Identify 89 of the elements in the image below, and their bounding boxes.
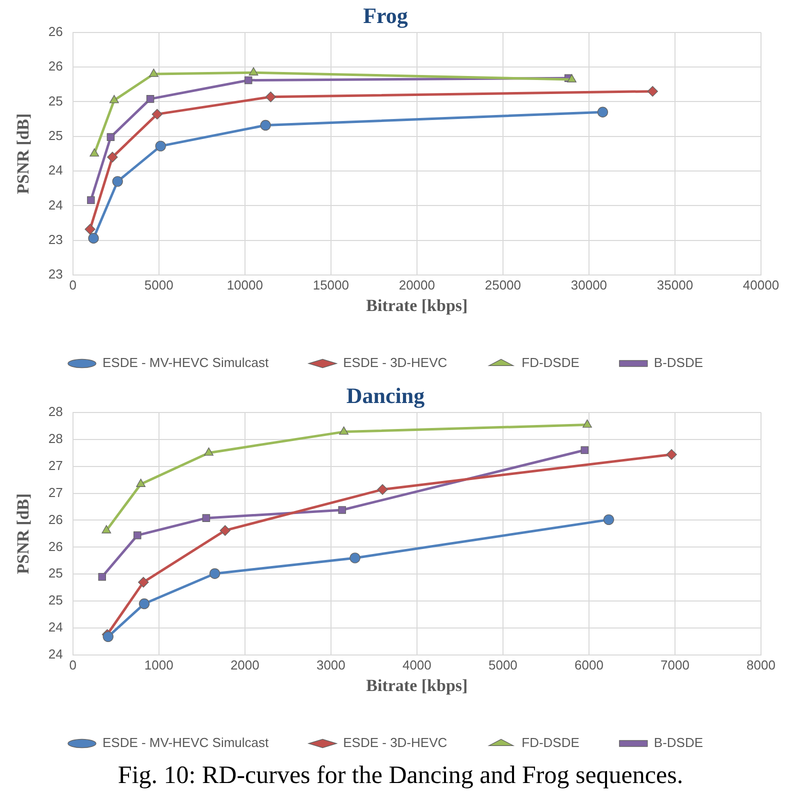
point (84, 224, 96, 235)
y-axis-title: PSNR [dB] (14, 113, 33, 194)
x-tick-label: 5000 (488, 657, 518, 672)
x-tick-label: 20000 (398, 277, 436, 292)
point (377, 484, 388, 495)
point (647, 86, 658, 97)
y-axis-title: PSNR [dB] (14, 493, 33, 574)
x-tick-label: 7000 (660, 657, 690, 672)
point (152, 108, 163, 120)
y-tick-label: 26 (48, 24, 63, 39)
point (666, 449, 677, 460)
chart-title: Frog (363, 2, 408, 28)
legend-label: ESDE - MV-HEVC Simulcast (102, 355, 270, 370)
point (98, 572, 106, 581)
x-tick-label: 6000 (574, 657, 604, 672)
x-axis-title: Bitrate [kbps] (366, 296, 468, 316)
point (338, 506, 346, 514)
y-tick-label: 25 (48, 566, 63, 581)
point (102, 631, 114, 642)
point (149, 68, 158, 77)
x-tick-label: 15000 (312, 277, 349, 292)
y-tick-label: 26 (48, 512, 63, 527)
legend-label: FD-DSDE (522, 735, 580, 750)
x-tick-label: 25000 (484, 277, 522, 292)
x-tick-label: 35000 (656, 277, 694, 292)
point (260, 120, 271, 131)
point (102, 525, 112, 534)
legend-label: B-DSDE (654, 355, 704, 370)
legend-label: ESDE - 3D-HEVC (343, 355, 448, 370)
x-tick-label: 2000 (230, 657, 260, 672)
y-tick-label: 28 (48, 430, 63, 446)
point (133, 531, 142, 540)
point (580, 446, 589, 454)
legend-label: FD-DSDE (522, 355, 580, 370)
y-tick-label: 24 (48, 646, 63, 662)
legend-label: ESDE - 3D-HEVC (343, 735, 448, 750)
x-tick-label: 3000 (316, 657, 346, 672)
x-tick-label: 8000 (746, 657, 776, 672)
y-tick-label: 24 (48, 197, 63, 212)
point (106, 133, 115, 141)
point (88, 232, 99, 244)
y-tick-label: 26 (48, 538, 63, 554)
legend-label: B-DSDE (654, 735, 704, 750)
point (567, 74, 576, 82)
point (87, 196, 95, 204)
y-tick-label: 27 (48, 484, 63, 500)
y-tick-label: 24 (48, 620, 63, 635)
x-tick-label: 10000 (226, 277, 263, 292)
point (220, 525, 230, 536)
point (202, 514, 210, 522)
point (248, 67, 258, 76)
legend-label: ESDE - MV-HEVC Simulcast (102, 735, 270, 750)
point (244, 76, 252, 84)
point (204, 447, 214, 456)
point (350, 552, 360, 564)
point (107, 152, 118, 163)
point (339, 426, 348, 435)
point (109, 94, 119, 104)
y-tick-label: 25 (48, 128, 63, 143)
y-tick-label: 25 (48, 592, 63, 608)
x-tick-label: 0 (69, 277, 76, 292)
caption: Fig. 10: RD-curves for the Dancing and Frog sequences. (116, 762, 684, 790)
point (582, 419, 592, 428)
x-tick-label: 40000 (742, 277, 780, 292)
y-tick-label: 23 (48, 266, 63, 282)
x-tick-label: 5000 (144, 277, 174, 292)
y-tick-label: 26 (48, 58, 63, 74)
point (138, 576, 149, 588)
y-tick-label: 24 (48, 162, 63, 178)
x-tick-label: 4000 (402, 657, 432, 672)
x-tick-label: 0 (69, 657, 76, 672)
point (146, 95, 154, 103)
point (603, 514, 614, 526)
chart-title: Dancing (346, 382, 425, 408)
point (209, 568, 220, 579)
point (138, 598, 150, 610)
point (265, 92, 276, 102)
point (155, 140, 166, 152)
point (597, 106, 608, 118)
point (90, 148, 100, 157)
x-tick-label: 30000 (570, 277, 608, 292)
x-tick-label: 1000 (144, 657, 174, 672)
x-axis-title: Bitrate [kbps] (366, 676, 468, 696)
y-tick-label: 25 (48, 93, 63, 108)
y-tick-label: 28 (48, 404, 63, 419)
point (112, 176, 123, 187)
y-tick-label: 23 (48, 232, 63, 247)
y-tick-label: 27 (48, 458, 63, 473)
point (136, 478, 146, 487)
